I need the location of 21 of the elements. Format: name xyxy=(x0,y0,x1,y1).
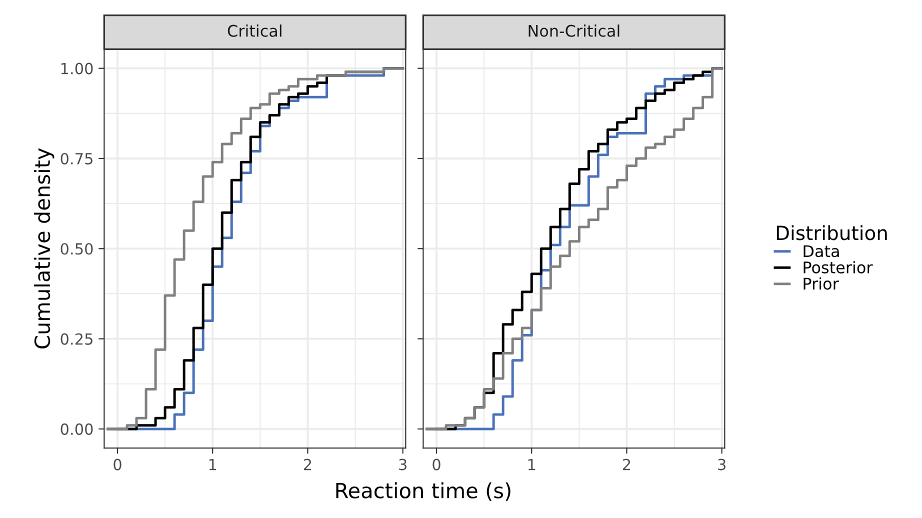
y-tick-label: 0.75 xyxy=(60,152,92,165)
x-tick-label: 3 xyxy=(399,458,406,470)
legend-title: Distribution xyxy=(776,225,887,240)
x-tick-label: 1 xyxy=(528,458,536,470)
legend-label: Data xyxy=(804,245,839,258)
x-tick-label: 1 xyxy=(209,458,216,470)
y-tick-label: 1.00 xyxy=(61,62,93,74)
x-axis-title: Reaction time (s) xyxy=(336,482,510,501)
y-axis-title: Cumulative density xyxy=(34,148,54,348)
chart-title: Non-Critical xyxy=(528,24,620,37)
x-tick-label: 2 xyxy=(304,458,312,470)
legend-label: Posterior xyxy=(804,261,873,274)
y-tick-label: 0.25 xyxy=(60,333,92,345)
y-tick-label: 0.50 xyxy=(60,243,93,255)
legend-label: Prior xyxy=(804,277,839,290)
x-tick-label: 2 xyxy=(622,458,630,470)
x-tick-label: 3 xyxy=(718,458,726,470)
chart-title: Critical xyxy=(228,24,282,37)
y-tick-label: 0.00 xyxy=(60,423,93,435)
x-tick-label: 0 xyxy=(432,458,440,470)
x-tick-label: 0 xyxy=(114,458,122,470)
